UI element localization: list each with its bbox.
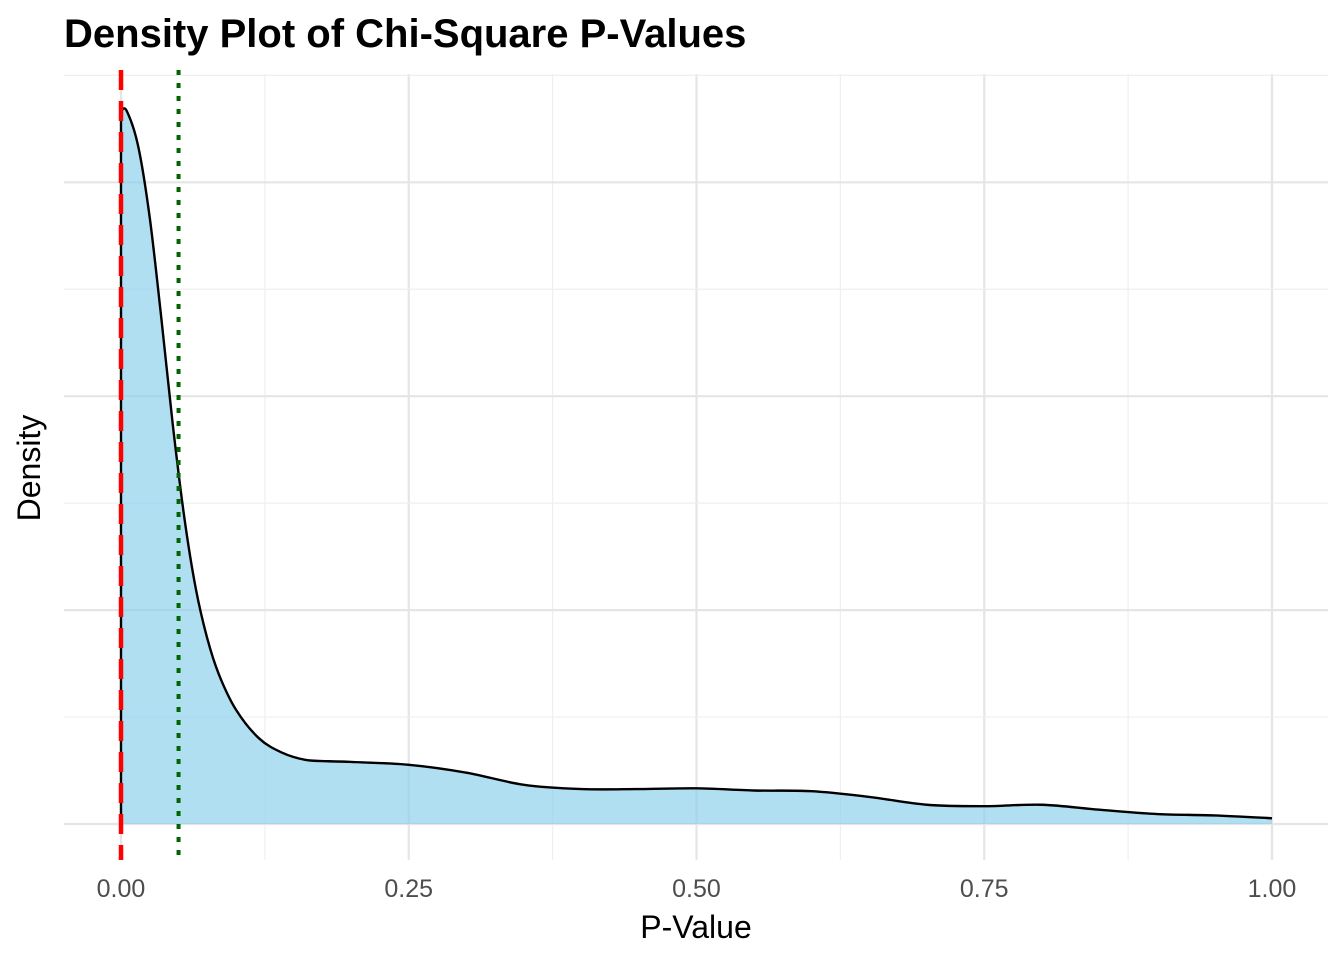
x-tick-label-0: 0.00 [97,875,146,903]
x-tick-label-4: 1.00 [1248,875,1297,903]
x-tick-label-1: 0.25 [384,875,433,903]
grid [64,74,1328,860]
x-tick-label-3: 0.75 [960,875,1009,903]
y-axis-title: Density [11,415,47,522]
reference-lines [118,70,181,860]
x-axis-title: P-Value [640,909,751,945]
density-fill [121,108,1272,825]
density-curve [120,107,1273,820]
chart-title: Density Plot of Chi-Square P-Values [64,12,746,56]
x-tick-label-2: 0.50 [672,875,721,903]
x-tick-labels: 0.00 0.25 0.50 0.75 1.00 [97,875,1297,903]
